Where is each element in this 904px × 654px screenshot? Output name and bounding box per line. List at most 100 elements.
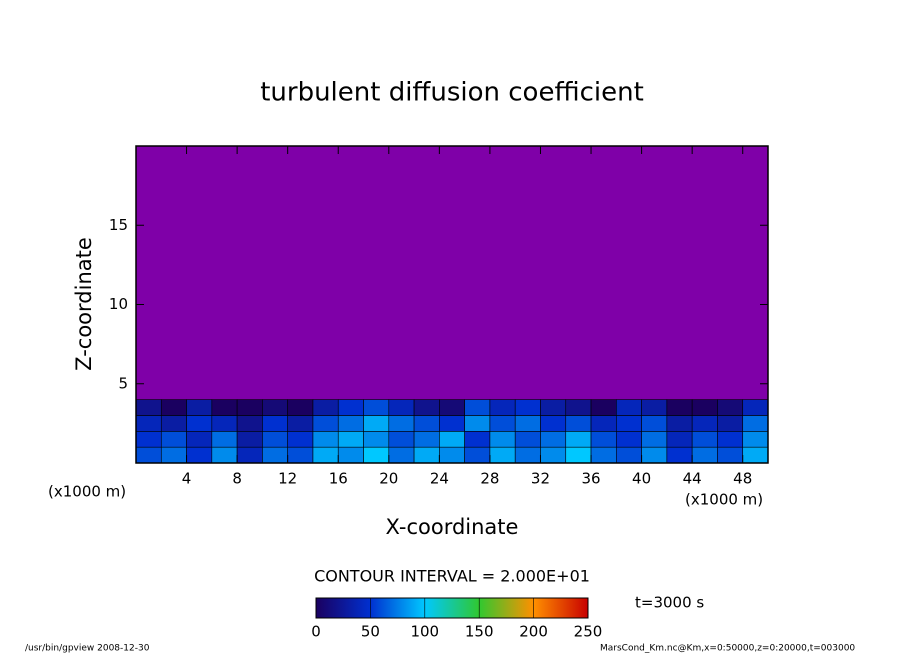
heatmap-cell [160,415,187,432]
heatmap-cell [616,415,642,432]
heatmap-cell [464,415,491,432]
heatmap-cell [540,399,567,416]
heatmap-cell [489,415,516,432]
heatmap-cell [616,430,642,448]
heatmap-cell [287,446,314,464]
heatmap-cell [691,399,718,416]
x-tick-label: 28 [480,470,499,488]
heatmap-cell [363,415,390,432]
x-tick-label: 24 [430,470,449,488]
heatmap-cell [413,430,440,448]
heatmap-cell [287,430,314,448]
heatmap-cell [540,430,567,448]
heatmap-cell [439,415,465,432]
heatmap-cell [691,446,718,464]
heatmap-cell [641,446,668,464]
heatmap-cell [262,415,288,432]
heatmap-cell [514,415,541,432]
heatmap-cell [641,415,668,432]
heatmap-cell [363,446,390,464]
heatmap-cell [717,446,744,464]
heatmap-cell [514,399,541,416]
heatmap-cell [666,446,693,464]
heatmap-cell [565,415,592,432]
heatmap-cell [135,430,162,448]
x-tick-label: 12 [278,470,297,488]
heatmap-cell [135,399,162,416]
heatmap-cell [641,430,668,448]
x-unit-label: (x1000 m) [685,491,763,509]
heatmap-cell [590,415,617,432]
heatmap-cell [312,399,339,416]
heatmap-cell [717,415,744,432]
heatmap-cell [135,446,162,464]
heatmap-cell [565,430,592,448]
heatmap-cell [616,446,642,464]
colorbar-tick-label: 0 [311,623,321,641]
heatmap-cell [236,446,263,464]
colorbar-tick-label: 100 [410,623,439,641]
heatmap-cell [236,430,263,448]
heatmap-cell [211,415,238,432]
heatmap-cell [464,430,491,448]
heatmap-cell [262,430,288,448]
x-axis-label: X-coordinate [386,515,519,539]
heatmap-cell [262,446,288,464]
x-tick-label: 16 [329,470,348,488]
heatmap-cell [388,399,415,416]
x-tick-label: 40 [632,470,651,488]
heatmap-cell [388,415,415,432]
heatmap-cell [186,446,213,464]
footer-left: /usr/bin/gpview 2008-12-30 [25,644,150,654]
heatmap-cell [186,415,213,432]
heatmap-cell [312,415,339,432]
heatmap-cell [742,415,769,432]
heatmap-cell [742,399,769,416]
heatmap-cell [135,415,162,432]
heatmap-cell [160,430,187,448]
heatmap-cell [464,399,491,416]
heatmap-cell [540,446,567,464]
x-tick-label: 48 [733,470,752,488]
heatmap-cell [691,415,718,432]
heatmap-cell [540,415,567,432]
heatmap-cell [439,399,465,416]
contour-interval: CONTOUR INTERVAL = 2.000E+01 [314,567,590,586]
heatmap-cell [439,430,465,448]
heatmap-cell [186,399,213,416]
heatmap-cell [666,430,693,448]
colorbar-tick-label: 250 [574,623,603,641]
heatmap-cell [717,399,744,416]
heatmap-cell [590,446,617,464]
heatmap-cell [337,415,364,432]
colorbar-tick-label: 50 [361,623,380,641]
time-label: t=3000 s [635,594,704,612]
heatmap-cell [363,399,390,416]
x-tick-label: 8 [232,470,242,488]
heatmap-cell [413,415,440,432]
heatmap-cell [337,399,364,416]
heatmap-cell [514,446,541,464]
colorbar-tick-label: 150 [465,623,494,641]
heatmap-cell [211,399,238,416]
heatmap-cell [312,446,339,464]
heatmap-cell [565,399,592,416]
heatmap-cell [287,399,314,416]
heatmap-cell [742,430,769,448]
heatmap-cell [413,446,440,464]
heatmap-cell [641,399,668,416]
heatmap-cell [489,399,516,416]
heatmap-cell [160,446,187,464]
heatmap-cell [590,399,617,416]
heatmap-cell [616,399,642,416]
heatmap-cell [337,430,364,448]
x-tick-label: 36 [581,470,600,488]
heatmap-cell [691,430,718,448]
x-tick-label: 32 [531,470,550,488]
heatmap-cell [236,415,263,432]
x-unit-label: (x1000 m) [48,483,126,501]
x-tick-label: 20 [379,470,398,488]
heatmap-cell [666,399,693,416]
heatmap-cell [236,399,263,416]
